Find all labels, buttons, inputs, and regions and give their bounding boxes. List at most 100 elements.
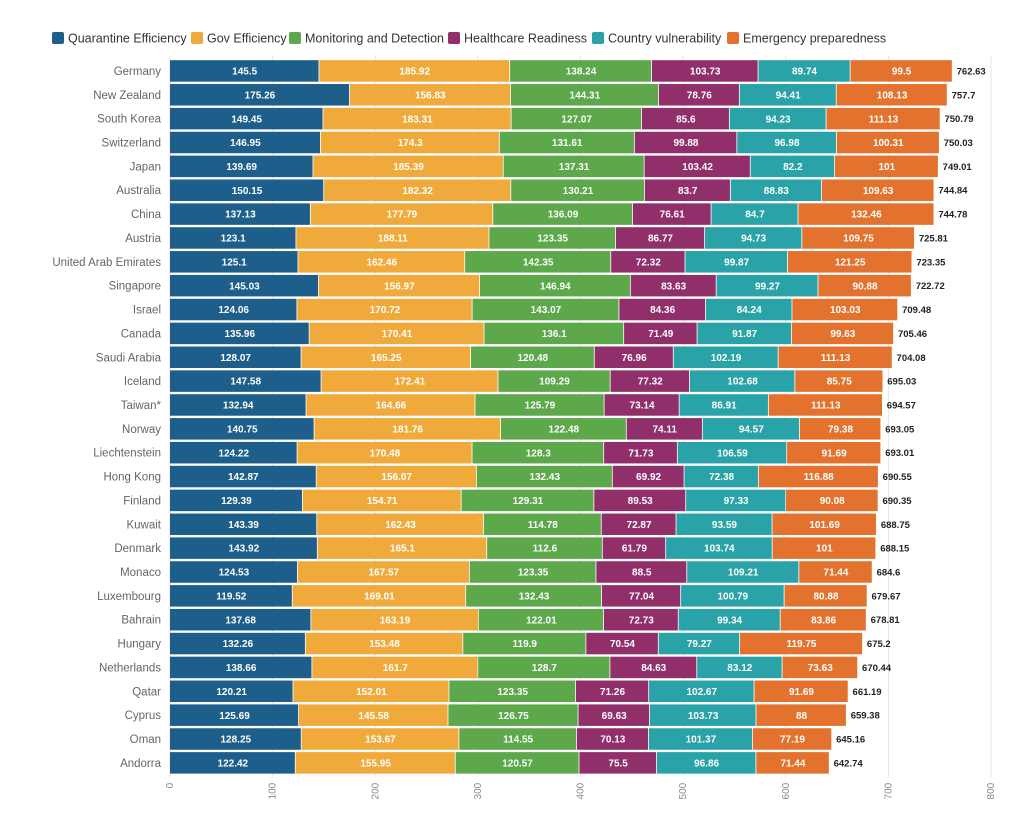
bar-value-label: 145.5 [232, 67, 257, 78]
bar-value-label: 152.01 [356, 687, 387, 698]
bar-segment [466, 585, 602, 607]
bar-segment [602, 585, 681, 607]
category-label: Israel [133, 305, 161, 317]
bar-segment [170, 298, 297, 321]
bar-value-label: 71.49 [648, 329, 673, 340]
total-value-label: 750.03 [944, 138, 973, 149]
total-value-label: 725.81 [919, 233, 949, 244]
bar-value-label: 120.57 [502, 758, 533, 769]
total-value-label: 688.15 [880, 544, 910, 555]
bar-value-label: 91.87 [732, 329, 757, 340]
bar-segment [758, 60, 850, 82]
bar-segment [170, 107, 323, 130]
bar-value-label: 153.48 [369, 639, 400, 650]
bar-value-label: 129.39 [221, 496, 252, 507]
total-value-label: 722.72 [916, 281, 945, 292]
bar-value-label: 174.3 [398, 138, 423, 149]
bar-value-label: 116.88 [804, 472, 834, 483]
bar-value-label: 144.31 [570, 90, 601, 101]
bar-value-label: 123.1 [221, 234, 246, 245]
bar-segment [170, 656, 312, 679]
bar-segment [697, 322, 791, 345]
bar-segment [666, 537, 772, 559]
category-label: Liechtenstein [93, 448, 161, 460]
bar-value-label: 72.73 [629, 615, 654, 626]
bar-segment [489, 227, 616, 249]
total-value-label: 642.74 [834, 758, 864, 769]
legend-item[interactable]: Country vulnerability [592, 32, 722, 46]
bar-segment [802, 227, 915, 249]
bar-segment [739, 84, 836, 106]
bar-value-label: 137.13 [225, 210, 256, 221]
total-value-label: 688.75 [881, 520, 911, 531]
bar-value-label: 140.75 [227, 424, 258, 435]
bar-segment [624, 322, 697, 345]
total-value-label: 749.01 [943, 162, 973, 173]
bar-segment [756, 752, 829, 774]
bar-segment [798, 203, 934, 225]
x-tick-label: 500 [678, 782, 689, 799]
bar-value-label: 175.26 [245, 90, 276, 101]
bar-segment [306, 394, 475, 416]
bar-value-label: 142.87 [228, 472, 259, 483]
bar-value-label: 165.25 [371, 353, 402, 364]
bar-segment [644, 155, 750, 178]
bar-value-label: 77.04 [629, 591, 654, 602]
legend-item[interactable]: Emergency preparedness [727, 32, 886, 46]
legend-label: Gov Efficiency [207, 32, 287, 46]
bar-segment [705, 298, 792, 321]
bar-value-label: 103.73 [690, 67, 721, 78]
bar-segment [317, 537, 487, 559]
bar-segment [472, 441, 604, 464]
bar-segment [705, 227, 802, 249]
x-tick-label: 600 [781, 782, 792, 799]
bar-segment [170, 752, 295, 774]
bar-value-label: 103.42 [682, 162, 713, 173]
bar-value-label: 119.9 [513, 639, 538, 650]
bar-segment [301, 346, 471, 368]
bar-value-label: 146.95 [230, 138, 261, 149]
bar-segment [611, 251, 685, 273]
bar-value-label: 143.92 [229, 544, 260, 555]
bar-segment [644, 179, 730, 201]
bar-value-label: 156.97 [384, 281, 415, 292]
bar-value-label: 153.67 [365, 735, 396, 746]
legend-item[interactable]: Quarantine Efficiency [52, 32, 187, 46]
bar-value-label: 94.23 [766, 114, 791, 125]
legend-item[interactable]: Gov Efficiency [191, 32, 287, 46]
bar-value-label: 79.27 [687, 639, 712, 650]
legend-item[interactable]: Healthcare Readiness [448, 32, 587, 46]
bar-value-label: 84.36 [650, 305, 675, 316]
bar-value-label: 170.41 [382, 329, 413, 340]
bar-segment [478, 656, 610, 679]
category-label: Kuwait [126, 519, 161, 531]
bar-value-label: 124.53 [219, 568, 250, 579]
bar-value-label: 126.75 [498, 711, 529, 722]
bar-value-label: 90.88 [853, 281, 878, 292]
total-value-label: 757.7 [952, 90, 976, 101]
bar-segment [321, 370, 498, 392]
bar-value-label: 102.68 [727, 377, 758, 388]
bar-value-label: 185.39 [393, 162, 424, 173]
bar-segment [302, 489, 461, 512]
bar-segment [170, 441, 297, 464]
bar-value-label: 170.72 [370, 305, 401, 316]
total-value-label: 690.55 [883, 472, 913, 483]
bar-segment [170, 513, 317, 536]
bar-value-label: 97.33 [724, 496, 749, 507]
bar-value-label: 122.42 [218, 758, 249, 769]
bar-value-label: 71.44 [823, 568, 848, 579]
bar-segment [818, 274, 911, 297]
bar-segment [319, 60, 510, 82]
legend-label: Quarantine Efficiency [68, 32, 187, 46]
bar-value-label: 127.07 [561, 114, 592, 125]
bar-value-label: 119.75 [786, 639, 816, 650]
bar-segment [503, 155, 644, 178]
bar-value-label: 114.78 [528, 520, 558, 531]
bar-value-label: 183.31 [402, 114, 433, 125]
bar-segment [758, 465, 878, 488]
bar-segment [311, 608, 478, 631]
bar-segment [298, 251, 465, 273]
legend-item[interactable]: Monitoring and Detection [289, 32, 444, 46]
